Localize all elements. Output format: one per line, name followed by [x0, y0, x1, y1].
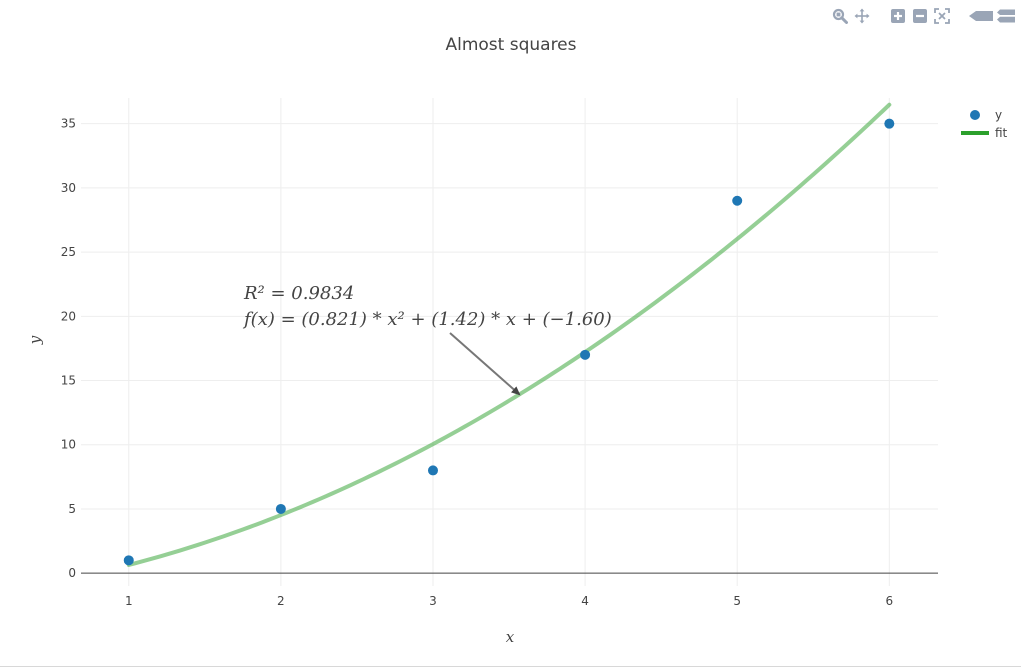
y-tick-label: 20 — [61, 309, 76, 323]
zoom-out-button[interactable] — [909, 6, 931, 26]
annotation-formula: f(x) = (0.821) * x² + (1.42) * x + (−1.6… — [242, 309, 612, 330]
data-point — [884, 118, 895, 129]
y-tick-label: 10 — [61, 438, 76, 452]
grid — [81, 98, 938, 586]
legend-item: y — [970, 108, 1002, 122]
annotation-arrow — [449, 332, 521, 396]
data-point — [732, 195, 743, 206]
legend-label: fit — [995, 126, 1008, 140]
y-axis-label: y — [26, 335, 44, 345]
data-point — [580, 349, 591, 360]
zoom-button[interactable] — [829, 6, 851, 26]
y-tick-label: 30 — [61, 181, 76, 195]
x-tick-label: 1 — [125, 594, 133, 608]
data-point — [123, 555, 134, 566]
fit-curve — [126, 102, 892, 567]
y-tick-label: 25 — [61, 245, 76, 259]
modebar-group-hover — [967, 6, 1017, 26]
y-tick-label: 35 — [61, 117, 76, 131]
modebar-toolbar — [815, 6, 1017, 26]
chart-title: Almost squares — [445, 35, 576, 55]
legend: y fit — [961, 108, 1008, 140]
pan-button[interactable] — [851, 6, 873, 26]
x-axis-label: x — [506, 628, 515, 646]
x-tick-label: 3 — [429, 594, 437, 608]
pan-icon — [854, 8, 870, 24]
show-closest-icon — [969, 11, 993, 21]
compare-data-button[interactable] — [995, 6, 1017, 26]
x-tick-label: 2 — [277, 594, 285, 608]
zoom-icon — [832, 8, 848, 24]
autoscale-icon — [934, 8, 950, 24]
modebar-group-zoom — [829, 6, 873, 26]
x-tick-label: 4 — [581, 594, 589, 608]
fit-annotation: R² = 0.9834 f(x) = (0.821) * x² + (1.42) … — [242, 283, 612, 396]
autoscale-button[interactable] — [931, 6, 953, 26]
y-tick-label: 0 — [68, 566, 76, 580]
show-closest-button[interactable] — [967, 6, 995, 26]
axes: 1 2 3 4 5 6 0 5 10 15 20 25 30 35 — [61, 117, 938, 608]
compare-data-icon — [997, 9, 1015, 23]
annotation-r2: R² = 0.9834 — [243, 283, 354, 304]
y-tick-label: 15 — [61, 374, 76, 388]
data-point — [275, 503, 286, 514]
modebar-group-scale — [887, 6, 953, 26]
legend-marker — [970, 110, 980, 120]
x-tick-label: 5 — [733, 594, 741, 608]
legend-item: fit — [961, 126, 1008, 140]
series — [123, 102, 895, 567]
zoom-out-icon — [913, 9, 927, 23]
zoom-in-button[interactable] — [887, 6, 909, 26]
y-tick-label: 5 — [68, 502, 76, 516]
data-point — [427, 465, 438, 476]
zoom-in-icon — [891, 9, 905, 23]
legend-label: y — [995, 108, 1002, 122]
bottom-divider — [0, 666, 1021, 667]
x-tick-label: 6 — [886, 594, 894, 608]
